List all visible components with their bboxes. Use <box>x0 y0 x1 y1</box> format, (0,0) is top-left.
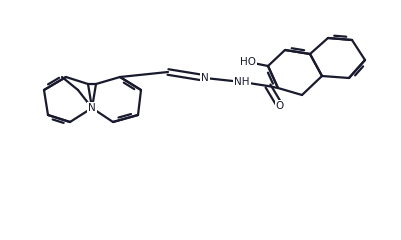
Text: N: N <box>88 103 96 113</box>
Text: NH: NH <box>234 77 250 87</box>
Text: O: O <box>276 101 284 111</box>
Text: HO: HO <box>240 57 256 67</box>
Text: N: N <box>201 73 209 83</box>
